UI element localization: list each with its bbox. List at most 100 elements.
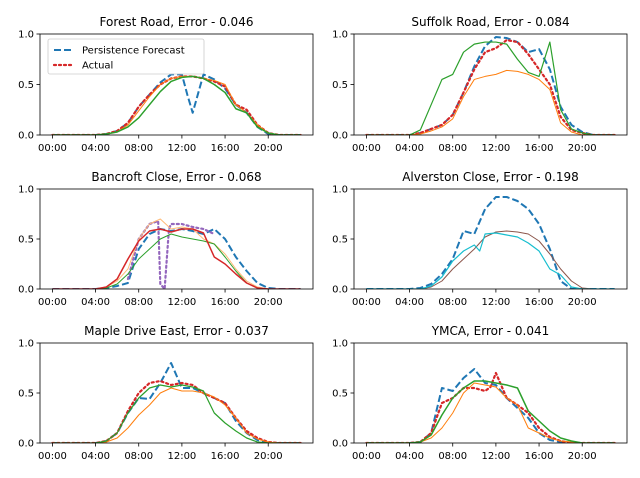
series-line-4: [52, 75, 301, 135]
series-line-2: [365, 371, 616, 443]
series-line-3: [366, 69, 615, 135]
x-tick-label: 00:00: [38, 143, 67, 154]
y-tick-label: 1.0: [332, 185, 348, 196]
x-tick-label: 00:00: [38, 297, 67, 308]
x-tick-label: 20:00: [254, 451, 283, 462]
series-line-1: [366, 36, 615, 135]
x-tick-label: 20:00: [568, 297, 597, 308]
x-tick-label: 08:00: [438, 143, 467, 154]
y-tick-label: 0.0: [332, 131, 348, 142]
x-tick-label: 16:00: [525, 143, 554, 154]
series-line-3: [52, 387, 301, 443]
x-tick-label: 00:00: [352, 451, 381, 462]
series-line-3: [52, 75, 301, 135]
series-line-2: [365, 38, 616, 135]
legend-label: Actual: [82, 61, 113, 72]
chart-panel-2: Suffolk Road, Error - 0.084 00:00 04:00 08:…: [332, 15, 628, 154]
chart-panel-3: Bancroft Close, Error - 0.068 00:00 04:00 0…: [18, 170, 314, 308]
x-tick-label: 12:00: [167, 297, 196, 308]
x-tick-label: 20:00: [568, 143, 597, 154]
y-tick-label: 0.5: [18, 389, 34, 400]
y-tick-label: 0.5: [18, 80, 34, 91]
series-line-4: [52, 384, 301, 443]
series-group: [366, 196, 615, 289]
y-tick-label: 0.0: [18, 131, 34, 142]
series-group: [365, 368, 616, 443]
series-line-1: [366, 196, 615, 289]
series-line-1: [52, 362, 301, 443]
y-tick-label: 0.5: [332, 389, 348, 400]
x-tick-label: 04:00: [81, 143, 110, 154]
series-line-3: [52, 218, 301, 289]
x-tick-label: 04:00: [81, 451, 110, 462]
series-line-1: [52, 73, 301, 135]
y-tick-label: 0.5: [332, 235, 348, 246]
series-group: [52, 218, 301, 289]
x-tick-label: 16:00: [525, 297, 554, 308]
y-tick-label: 0.0: [332, 285, 348, 296]
x-tick-label: 04:00: [395, 297, 424, 308]
x-tick-label: 16:00: [525, 451, 554, 462]
series-group: [365, 36, 616, 135]
series-group: [51, 73, 302, 135]
x-tick-label: 08:00: [438, 451, 467, 462]
chart-title: Forest Road, Error - 0.046: [100, 15, 254, 29]
series-line-3: [366, 232, 615, 289]
x-tick-label: 08:00: [124, 143, 153, 154]
x-tick-label: 20:00: [254, 143, 283, 154]
x-tick-label: 04:00: [395, 143, 424, 154]
legend: Persistence Forecast Actual: [47, 38, 205, 75]
y-tick-label: 1.0: [332, 339, 348, 350]
x-tick-label: 04:00: [81, 297, 110, 308]
y-tick-label: 1.0: [18, 185, 34, 196]
series-line-2: [51, 379, 302, 443]
series-line-3: [366, 382, 615, 443]
x-tick-label: 16:00: [211, 143, 240, 154]
axes-frame: [39, 342, 314, 444]
x-tick-label: 20:00: [254, 297, 283, 308]
chart-title: Bancroft Close, Error - 0.068: [91, 170, 261, 184]
series-line-1: [366, 368, 615, 443]
y-tick-label: 0.5: [332, 80, 348, 91]
x-tick-label: 12:00: [481, 451, 510, 462]
x-tick-label: 16:00: [211, 451, 240, 462]
series-line-1: [52, 228, 301, 289]
chart-title: Alverston Close, Error - 0.198: [402, 170, 579, 184]
y-tick-label: 0.0: [18, 439, 34, 450]
x-tick-label: 12:00: [481, 143, 510, 154]
y-tick-label: 0.5: [18, 235, 34, 246]
series-group: [51, 362, 302, 443]
chart-title: Suffolk Road, Error - 0.084: [411, 15, 569, 29]
x-tick-label: 12:00: [167, 451, 196, 462]
x-tick-label: 04:00: [395, 451, 424, 462]
x-tick-label: 12:00: [481, 297, 510, 308]
x-tick-label: 20:00: [568, 451, 597, 462]
axes-frame: [353, 33, 628, 136]
chart-panel-6: YMCA, Error - 0.041 00:00 04:00 08:00 12:00 1…: [332, 324, 628, 462]
y-tick-label: 1.0: [18, 30, 34, 41]
x-tick-label: 00:00: [352, 143, 381, 154]
axes-frame: [39, 188, 314, 290]
y-tick-label: 0.0: [18, 285, 34, 296]
chart-title: Maple Drive East, Error - 0.037: [84, 324, 269, 338]
y-tick-label: 1.0: [18, 339, 34, 350]
x-tick-label: 08:00: [124, 451, 153, 462]
series-line-2: [366, 230, 615, 289]
series-line-2: [51, 75, 302, 135]
series-line-4: [52, 233, 301, 289]
y-tick-label: 1.0: [332, 30, 348, 41]
x-tick-label: 12:00: [167, 143, 196, 154]
series-line-4: [366, 380, 615, 443]
series-line-5: [52, 228, 301, 289]
chart-title: YMCA, Error - 0.041: [431, 324, 549, 338]
axes-frame: [353, 342, 628, 444]
x-tick-label: 00:00: [38, 451, 67, 462]
x-tick-label: 00:00: [352, 297, 381, 308]
y-tick-label: 0.0: [332, 439, 348, 450]
chart-panel-1: Forest Road, Error - 0.046 00:00 04:00 08:0…: [18, 15, 314, 154]
legend-box: [47, 38, 205, 75]
x-tick-label: 16:00: [211, 297, 240, 308]
chart-panel-4: Alverston Close, Error - 0.198 00:00 04:00…: [332, 170, 628, 308]
series-line-4: [366, 41, 615, 135]
chart-panel-5: Maple Drive East, Error - 0.037 00:00 04:0…: [18, 324, 314, 462]
